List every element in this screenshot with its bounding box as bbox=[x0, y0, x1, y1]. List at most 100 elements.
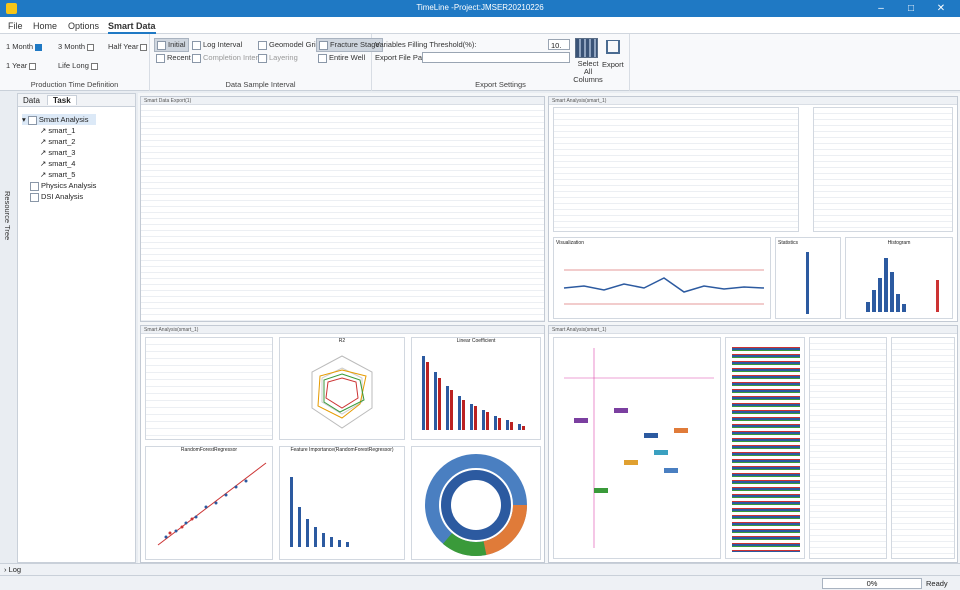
tree-item-physics-analysis[interactable]: Physics Analysis bbox=[22, 180, 96, 191]
export-icon bbox=[606, 40, 620, 54]
radar-title: R2 bbox=[338, 338, 346, 344]
statistics-chart: Statistics bbox=[775, 237, 841, 319]
export-path-label: Export File Path bbox=[375, 53, 429, 62]
tree-item-smart-4[interactable]: ↗ smart_4 bbox=[40, 159, 76, 168]
ribbon: 1 Month 3 Month Half Year 1 Year Life Lo… bbox=[0, 34, 960, 91]
tree-item-smart-analysis[interactable]: ▾ Smart Analysis bbox=[22, 114, 97, 125]
rf-scatter-title: RandomForestRegressor bbox=[180, 447, 238, 453]
histogram-chart: Histogram bbox=[845, 237, 953, 319]
life-long-checkbox-icon bbox=[90, 62, 98, 70]
linear-coefficient-chart: Linear Coefficient bbox=[411, 337, 541, 440]
histogram-bars bbox=[866, 258, 939, 312]
cluster-plot bbox=[553, 337, 721, 559]
radar-chart: R2 bbox=[279, 337, 405, 440]
feature-importance-chart: Feature Importance(RandomForestRegressor… bbox=[279, 446, 405, 560]
column-checklist[interactable] bbox=[891, 337, 955, 559]
entire-well-button[interactable]: Entire Well bbox=[318, 53, 365, 63]
cluster-markers bbox=[564, 348, 714, 548]
menu-file[interactable]: File bbox=[8, 21, 23, 31]
recent-icon bbox=[156, 53, 165, 63]
select-all-columns-button[interactable]: Select All Columns bbox=[573, 59, 603, 84]
export-button[interactable]: Export bbox=[602, 60, 624, 69]
title-bar: TimeLine -Project:JMSER20210226 – □ ✕ bbox=[0, 0, 960, 17]
visualization-title: Visualization bbox=[556, 240, 584, 246]
feature-importance-bars bbox=[290, 477, 349, 547]
production-time-group: 1 Month 3 Month Half Year 1 Year Life Lo… bbox=[0, 34, 150, 91]
layering-button: Layering bbox=[258, 53, 298, 63]
feature-importance-title: Feature Importance(RandomForestRegressor… bbox=[290, 447, 394, 453]
export-path-input[interactable] bbox=[422, 52, 570, 63]
panel-title: Smart Analysis(smart_1) bbox=[141, 326, 544, 334]
sample-table[interactable] bbox=[813, 107, 953, 232]
entire-well-icon bbox=[318, 53, 327, 63]
export-settings-caption: Export Settings bbox=[475, 80, 526, 89]
select-all-columns-icon bbox=[575, 38, 598, 58]
status-bar: 0% Ready bbox=[0, 575, 960, 590]
app-logo-icon bbox=[6, 3, 17, 14]
smart-data-export-panel: Smart Data Export(1) bbox=[140, 96, 545, 322]
production-time-caption: Production Time Definition bbox=[30, 80, 119, 89]
close-button[interactable]: ✕ bbox=[936, 3, 946, 14]
status-text: Ready bbox=[926, 579, 948, 588]
initial-icon bbox=[157, 40, 166, 50]
log-toggle[interactable]: › Log bbox=[4, 565, 22, 574]
panel-title: Smart Analysis(smart_1) bbox=[549, 97, 957, 105]
smart-analysis-panel-3: Smart Analysis(smart_1) bbox=[548, 325, 958, 563]
minimize-button[interactable]: – bbox=[878, 3, 884, 14]
donut-chart bbox=[411, 446, 541, 560]
rf-scatter-plot bbox=[157, 462, 267, 546]
three-month-checkbox-icon bbox=[87, 43, 95, 51]
radar-plot bbox=[311, 355, 373, 429]
tree-item-smart-3[interactable]: ↗ smart_3 bbox=[40, 148, 76, 157]
tree-item-smart-5[interactable]: ↗ smart_5 bbox=[40, 170, 76, 179]
tab-data[interactable]: Data bbox=[23, 96, 40, 105]
menu-smart-data[interactable]: Smart Data bbox=[108, 21, 156, 34]
linear-coefficient-title: Linear Coefficient bbox=[456, 338, 496, 344]
initial-button[interactable]: Initial bbox=[154, 38, 189, 52]
log-interval-button[interactable]: Log Interval bbox=[192, 40, 242, 50]
model-score-table[interactable] bbox=[145, 337, 273, 440]
fracture-stage-button[interactable]: Fracture Stage bbox=[316, 38, 383, 52]
completion-interval-icon bbox=[192, 53, 201, 63]
menu-options[interactable]: Options bbox=[68, 21, 100, 31]
threshold-label: Variables Filling Threshold(%): bbox=[375, 40, 477, 49]
maximize-button[interactable]: □ bbox=[907, 3, 915, 14]
one-year-checkbox-icon bbox=[29, 62, 37, 70]
recent-button[interactable]: Recent bbox=[156, 53, 191, 63]
one-month-option[interactable]: 1 Month bbox=[6, 42, 43, 51]
statistics-title: Statistics bbox=[778, 240, 799, 246]
side-strip: Resource Tree bbox=[0, 91, 16, 563]
half-year-checkbox-icon bbox=[140, 43, 148, 51]
half-year-option[interactable]: Half Year bbox=[108, 42, 148, 51]
threshold-input[interactable]: 10. bbox=[548, 39, 570, 50]
visualization-plot bbox=[563, 269, 765, 305]
smart-analysis-panel-2: Smart Analysis(smart_1) R2 Linear Coeffi… bbox=[140, 325, 545, 563]
resource-tree-toggle[interactable]: Resource Tree bbox=[3, 191, 12, 241]
one-month-checkbox-icon bbox=[35, 43, 43, 51]
tree-item-dsi-analysis[interactable]: DSI Analysis bbox=[22, 191, 96, 202]
geomodel-grid-icon bbox=[258, 40, 267, 50]
tree-item-smart-1[interactable]: ↗ smart_1 bbox=[40, 126, 76, 135]
geomodel-grid-button[interactable]: Geomodel Grid bbox=[258, 40, 320, 50]
menu-home[interactable]: Home bbox=[33, 21, 58, 31]
data-sample-group: Initial Recent Log Interval Completion I… bbox=[150, 34, 383, 91]
feature-list[interactable] bbox=[809, 337, 887, 559]
data-grid[interactable] bbox=[141, 105, 544, 321]
completion-interval-button: Completion Interval bbox=[192, 53, 268, 63]
life-long-option[interactable]: Life Long bbox=[58, 61, 98, 70]
progress-bar: 0% bbox=[822, 578, 922, 589]
one-year-option[interactable]: 1 Year bbox=[6, 61, 37, 70]
feature-bar-chart bbox=[725, 337, 805, 559]
data-sample-caption: Data Sample Interval bbox=[225, 80, 296, 89]
feature-table[interactable] bbox=[553, 107, 799, 232]
tab-task[interactable]: Task bbox=[47, 95, 77, 105]
statistics-boxplot bbox=[806, 252, 809, 314]
rf-scatter-chart: RandomForestRegressor bbox=[145, 446, 273, 560]
histogram-title: Histogram bbox=[887, 240, 911, 246]
log-interval-icon bbox=[192, 40, 201, 50]
three-month-option[interactable]: 3 Month bbox=[58, 42, 95, 51]
window-title: TimeLine -Project:JMSER20210226 bbox=[416, 3, 544, 12]
tree-item-smart-2[interactable]: ↗ smart_2 bbox=[40, 137, 76, 146]
donut-plot bbox=[425, 454, 527, 556]
left-panel: Data Task ▾ Smart Analysis ↗ smart_1 ↗ s… bbox=[17, 93, 136, 563]
